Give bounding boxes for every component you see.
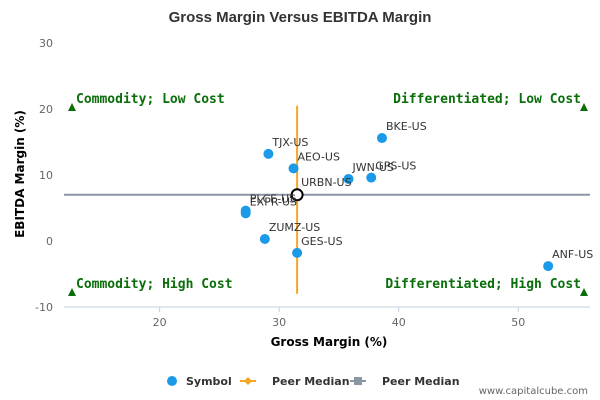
data-point-gps-us (366, 172, 377, 183)
data-point-label: JWN-US (352, 161, 394, 174)
legend-symbol-square (354, 377, 362, 385)
quadrant-label-top-left: Commodity; Low Cost (76, 92, 225, 107)
legend-item-1[interactable]: Symbol (167, 375, 232, 388)
focus-point-urbn-us (290, 188, 304, 202)
quadrant-label-top-right: Differentiated; Low Cost (393, 92, 581, 107)
legend-label: Peer Median (382, 375, 460, 388)
data-point-label: AEO-US (298, 150, 340, 163)
quadrant-labels: Commodity; Low Cost Differentiated; Low C… (68, 92, 588, 296)
y-tick-label: 10 (39, 169, 53, 182)
data-points (240, 133, 554, 272)
quadrant-marker-bottom-left (68, 288, 76, 296)
data-point-label: BKE-US (386, 120, 427, 133)
data-point-label: PLCE-US (250, 193, 296, 206)
axes: 20 30 40 50 -10 0 10 20 30 (35, 37, 590, 329)
x-tick-label: 30 (272, 316, 286, 329)
data-point-label: TJX-US (271, 136, 308, 149)
quadrant-marker-bottom-right (580, 288, 588, 296)
focus-point-label: URBN-US (301, 176, 351, 189)
data-point-label: GPS-US (375, 160, 416, 173)
quadrant-marker-top-left (68, 103, 76, 111)
data-point-label: EXPR-US (250, 195, 297, 208)
y-tick-label: 30 (39, 37, 53, 50)
data-point-aeo-us (288, 163, 299, 174)
data-point-label: GES-US (301, 235, 342, 248)
legend-symbol-circle (167, 376, 177, 386)
peer-median-lines (64, 105, 590, 294)
legend-item-2[interactable]: Peer Median (240, 375, 350, 388)
data-point-jwn-us (343, 173, 354, 184)
watermark: www.capitalcube.com (479, 386, 588, 397)
legend-symbol-diamond (244, 377, 252, 385)
data-point-label: ANF-US (552, 248, 593, 261)
legend: Symbol Peer Median Peer Median (167, 375, 460, 388)
x-tick-label: 50 (511, 316, 525, 329)
data-point-zumz-us (259, 234, 270, 245)
data-point-tjx-us (263, 148, 274, 159)
y-tick-label: 20 (39, 103, 53, 116)
quadrant-label-bottom-right: Differentiated; High Cost (385, 277, 581, 292)
legend-item-3[interactable]: Peer Median (350, 375, 460, 388)
data-point-label: ZUMZ-US (269, 221, 320, 234)
data-point-anf-us (543, 261, 554, 272)
data-point-expr-us (240, 208, 251, 219)
legend-label: Peer Median (272, 375, 350, 388)
x-tick-label: 40 (392, 316, 406, 329)
legend-label: Symbol (186, 375, 232, 388)
x-axis-title: Gross Margin (%) (271, 335, 388, 349)
data-point-bke-us (376, 133, 387, 144)
x-tick-label: 20 (153, 316, 167, 329)
quadrant-label-bottom-left: Commodity; High Cost (76, 277, 233, 292)
y-tick-label: -10 (35, 301, 53, 314)
y-axis-title: EBITDA Margin (%) (13, 110, 27, 238)
data-point-ges-us (292, 247, 303, 258)
chart-title: Gross Margin Versus EBITDA Margin (169, 9, 432, 26)
y-tick-label: 0 (46, 235, 53, 248)
quadrant-marker-top-right (580, 103, 588, 111)
